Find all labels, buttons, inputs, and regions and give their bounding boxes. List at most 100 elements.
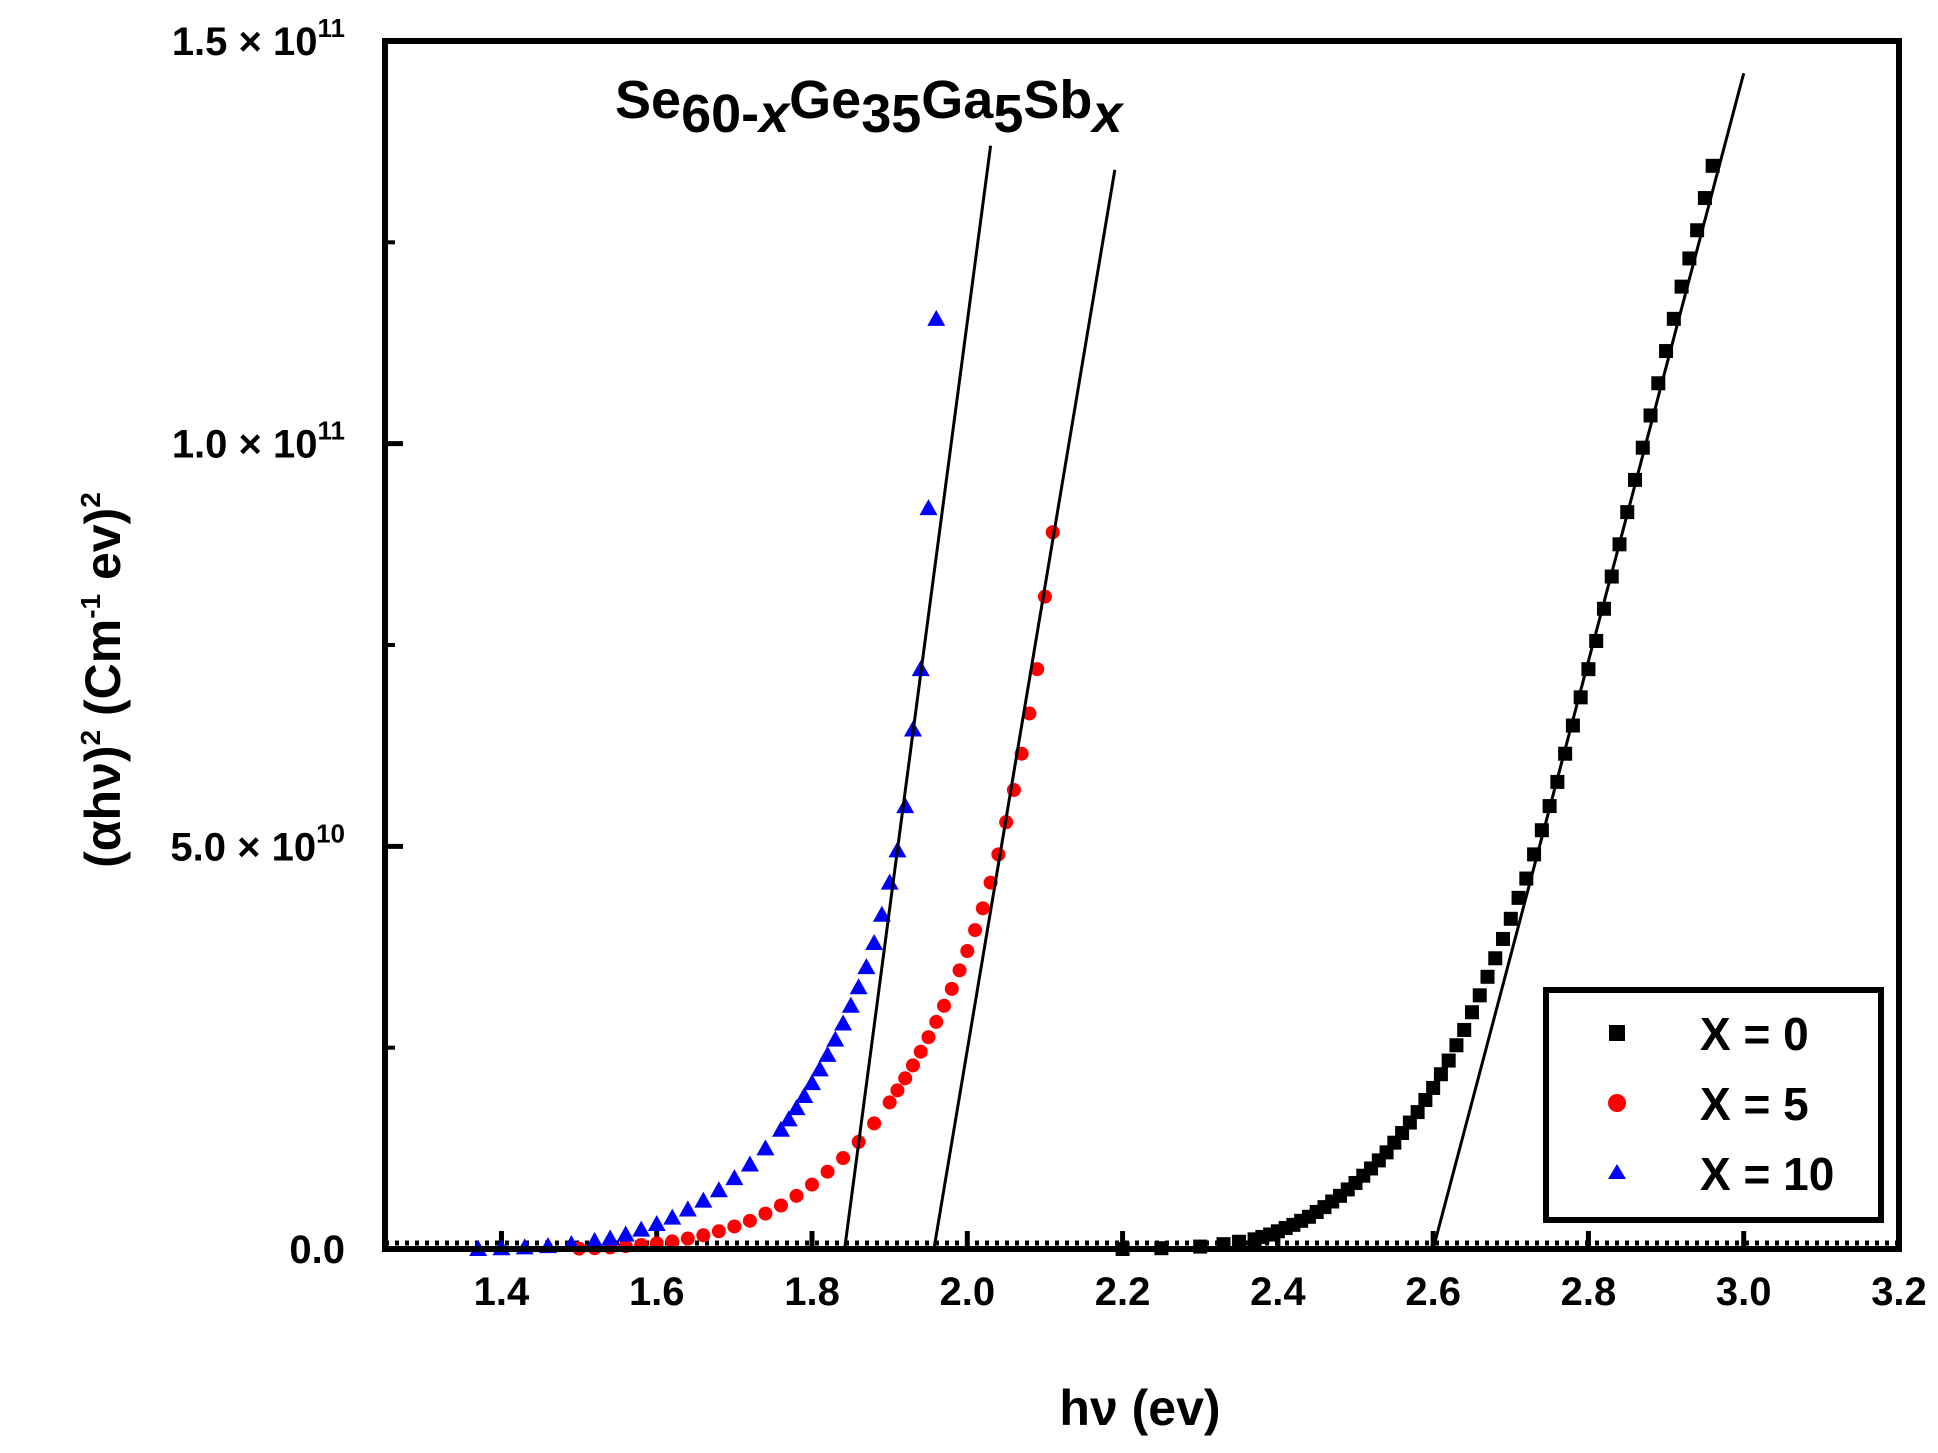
point-1-32 <box>975 901 990 916</box>
point-1-12 <box>758 1206 773 1221</box>
y-axis-title: (αhν)2 (Cm-1 ev)2 <box>75 492 131 868</box>
point-2-18 <box>779 1110 798 1127</box>
point-2-8 <box>632 1220 651 1237</box>
point-1-20 <box>882 1095 897 1110</box>
y-tick-mantissa-0: 0.0 <box>289 1228 345 1272</box>
point-2-29 <box>865 933 884 950</box>
point-1-22 <box>898 1071 913 1086</box>
point-1-7 <box>680 1231 695 1246</box>
title-sub-60: 60- <box>681 84 759 144</box>
point-2-9 <box>647 1215 666 1232</box>
x-tick-label-3: 2.0 <box>940 1270 996 1314</box>
title-ge: Ge <box>789 70 861 130</box>
point-1-16 <box>820 1164 835 1179</box>
title-sub-x1: x <box>756 84 791 144</box>
point-2-33 <box>896 797 915 814</box>
point-1-23 <box>905 1058 920 1073</box>
point-2-10 <box>663 1208 682 1225</box>
point-2-14 <box>725 1169 744 1186</box>
point-1-17 <box>836 1150 851 1165</box>
legend-label-x10: X = 10 <box>1700 1148 1834 1200</box>
point-2-25 <box>834 1014 853 1031</box>
point-0-30 <box>1441 1053 1456 1068</box>
x-tick-label-2: 1.8 <box>784 1270 840 1314</box>
point-1-9 <box>711 1224 726 1239</box>
x-tick-label-4: 2.2 <box>1095 1270 1151 1314</box>
fit-line-1 <box>932 169 1117 1250</box>
point-1-14 <box>789 1188 804 1203</box>
y-tick-label-0: 0.0 <box>289 1228 345 1272</box>
y-tick-label-2: 1.0 × 1011 <box>172 416 345 467</box>
title-ga: Ga <box>921 70 994 130</box>
point-2-27 <box>849 978 868 995</box>
point-0-36 <box>1488 951 1503 966</box>
x-tick-label-6: 2.6 <box>1405 1270 1461 1314</box>
point-0-38 <box>1503 911 1518 926</box>
plot-frame <box>382 38 1902 1252</box>
data-layer <box>469 158 1720 1256</box>
point-1-25 <box>921 1030 936 1045</box>
title-sb: Sb <box>1023 70 1092 130</box>
title-se: Se <box>615 70 681 130</box>
point-2-31 <box>880 873 899 890</box>
y-tick-exponent-1: 10 <box>316 818 345 848</box>
y-title-open: (αhν) <box>75 745 131 867</box>
y-tick-exponent-2: 11 <box>318 416 346 446</box>
y-tick-mantissa-1: 5.0 × 10 <box>170 825 316 869</box>
y-title-unit-a: (Cm <box>75 619 131 730</box>
point-1-26 <box>929 1014 944 1029</box>
point-1-39 <box>1030 662 1045 677</box>
point-2-22 <box>810 1060 829 1077</box>
point-2-7 <box>616 1225 635 1242</box>
point-2-36 <box>919 499 938 516</box>
point-1-31 <box>968 923 983 938</box>
y-tick-mantissa-3: 1.5 × 10 <box>172 20 318 64</box>
point-1-21 <box>890 1083 905 1098</box>
point-1-38 <box>1022 706 1037 721</box>
point-2-15 <box>740 1155 759 1172</box>
point-1-29 <box>952 963 967 978</box>
point-0-31 <box>1449 1038 1464 1053</box>
point-1-30 <box>960 944 975 959</box>
y-tick-label-1: 5.0 × 1010 <box>170 818 345 869</box>
fit-line-0 <box>843 145 993 1250</box>
point-1-24 <box>913 1044 928 1059</box>
point-2-28 <box>857 958 876 975</box>
point-2-26 <box>841 996 860 1013</box>
point-2-13 <box>709 1181 728 1198</box>
point-1-10 <box>727 1219 742 1234</box>
y-title-unit-b: ev) <box>75 508 131 594</box>
y-title-sup3: 2 <box>75 492 106 508</box>
point-2-21 <box>803 1074 822 1091</box>
y-tick-mantissa-2: 1.0 × 10 <box>172 423 318 467</box>
legend-marker-x10 <box>1608 1164 1626 1179</box>
point-2-6 <box>601 1229 620 1246</box>
fit-line-2 <box>1431 72 1746 1250</box>
x-axis-title: hν (ev) <box>1059 1380 1220 1436</box>
x-tick-label-7: 2.8 <box>1561 1270 1617 1314</box>
point-0-26 <box>1410 1105 1425 1120</box>
point-1-6 <box>665 1234 680 1249</box>
point-1-11 <box>742 1213 757 1228</box>
point-0-32 <box>1457 1022 1472 1037</box>
x-tick-label-9: 3.2 <box>1871 1270 1927 1314</box>
x-tick-label-1: 1.6 <box>629 1270 685 1314</box>
point-2-20 <box>795 1086 814 1103</box>
y-title-sup2: -1 <box>75 594 106 619</box>
point-0-64 <box>1705 158 1720 173</box>
point-2-17 <box>771 1120 790 1137</box>
point-1-28 <box>944 981 959 996</box>
y-tick-exponent-3: 11 <box>318 13 346 43</box>
legend: X = 0 X = 5 X = 10 <box>1543 987 1884 1223</box>
chart-title: Se60-xGe35Ga5Sbx <box>615 70 1124 144</box>
y-title-sup1: 2 <box>75 730 106 746</box>
point-0-27 <box>1418 1093 1433 1108</box>
point-1-19 <box>867 1116 882 1131</box>
legend-label-x0: X = 0 <box>1700 1008 1809 1060</box>
legend-box <box>1543 987 1884 1223</box>
point-2-5 <box>585 1231 604 1248</box>
point-2-12 <box>694 1191 713 1208</box>
point-2-16 <box>756 1139 775 1156</box>
point-2-23 <box>818 1045 837 1062</box>
point-1-15 <box>805 1177 820 1192</box>
